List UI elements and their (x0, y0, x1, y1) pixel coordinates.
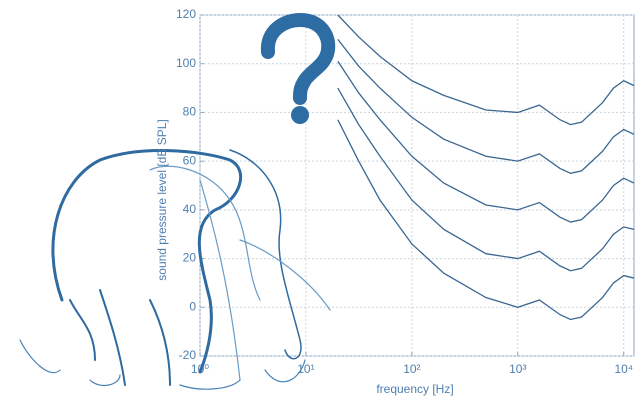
line-series (337, 60, 635, 223)
x-axis-label: frequency [Hz] (376, 382, 453, 396)
y-tick-label: 120 (176, 7, 196, 21)
y-tick-label: -20 (179, 348, 197, 362)
y-tick-label: 20 (183, 251, 197, 265)
plot-frame (199, 14, 635, 357)
y-tick-label: 100 (176, 56, 196, 70)
y-tick-label: 40 (183, 202, 197, 216)
line-series (337, 119, 635, 321)
x-tick-label: 10³ (509, 362, 526, 376)
question-mark (260, 12, 336, 124)
elephant-illustration (19, 149, 331, 390)
y-tick-label: 80 (183, 105, 197, 119)
x-tick-label: 10⁴ (614, 362, 633, 376)
x-tick-label: 10¹ (297, 362, 314, 376)
line-series (337, 38, 635, 175)
y-tick-label: 60 (183, 153, 197, 167)
y-axis-label: sound pressure level [dB SPL] (155, 119, 169, 280)
y-tick-label: 0 (189, 299, 196, 313)
line-series (337, 14, 635, 126)
x-tick-label: 10² (403, 362, 420, 376)
line-series (337, 87, 635, 272)
